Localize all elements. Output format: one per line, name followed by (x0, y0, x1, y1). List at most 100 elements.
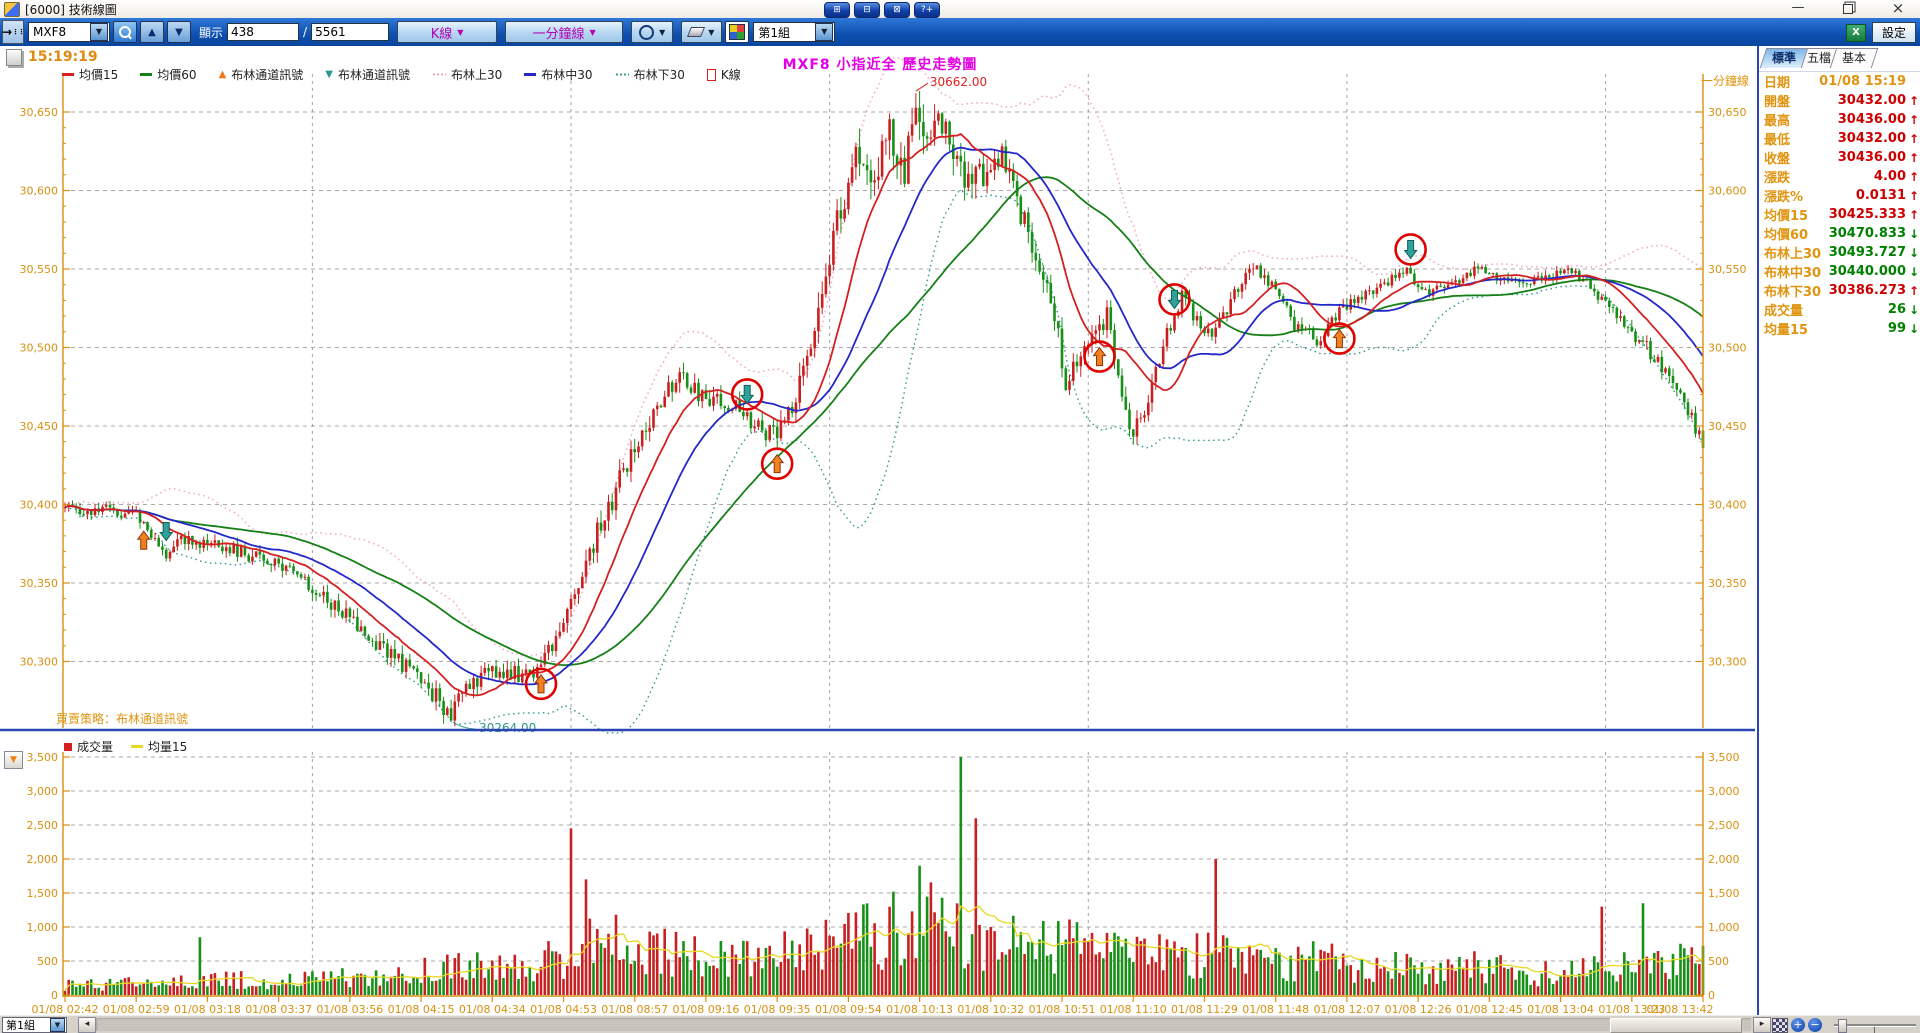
tab-active[interactable]: 標準 (1759, 48, 1809, 68)
search-button[interactable] (113, 21, 137, 43)
status-bar: 第1組 ▼ ◂ ▸ + − (0, 1015, 1920, 1033)
line-marker-icon (131, 745, 144, 748)
arrow-up-marker-icon: ▲ (218, 68, 227, 80)
quote-row: 布林中30 30440.000 ↓ (1759, 262, 1920, 281)
settings-button[interactable]: 設定 (1871, 22, 1916, 43)
quote-rows: 日期 01/08 15:19 開盤 30432.00 ↑ 最高 30436.00 ↑ 最低 304… (1759, 71, 1920, 338)
pattern-toggle-button[interactable] (1772, 1018, 1788, 1033)
arrow-down-marker-icon: ▼ (325, 68, 333, 80)
chevron-down-icon[interactable]: ▼ (815, 23, 834, 41)
legend-label: K線 (720, 68, 741, 82)
svg-text:30,600: 30,600 (20, 185, 59, 198)
layout-cascade-button[interactable]: ⊟ (854, 2, 880, 18)
period-button[interactable]: 一分鐘線 ▼ (505, 21, 624, 43)
dotted-line-marker-icon (432, 73, 446, 76)
svg-text:30,300: 30,300 (1708, 656, 1747, 669)
svg-text:500: 500 (37, 955, 58, 968)
quote-value: 30440.000 (1828, 264, 1906, 279)
scroll-right-button[interactable]: ▸ (1753, 1017, 1771, 1033)
svg-text:01/08 11:29: 01/08 11:29 (1171, 1003, 1238, 1015)
down-arrow-icon: ↓ (1908, 245, 1919, 260)
tab-inactive[interactable]: 基本 (1829, 48, 1879, 68)
strategy-note: 買賣策略：布林通道訊號 (56, 712, 189, 726)
close-button[interactable]: × (1891, 0, 1905, 17)
legend-label: 均量15 (148, 740, 188, 754)
svg-text:01/08 10:51: 01/08 10:51 (1029, 1003, 1096, 1015)
volume-collapse-button[interactable]: ▼ (4, 751, 23, 769)
legend-label: 布林中30 (541, 68, 593, 82)
shape-tool-button[interactable]: ▼ (631, 21, 674, 43)
minimize-button[interactable]: — (1791, 0, 1805, 15)
restore-button[interactable] (1834, 0, 1862, 17)
svg-text:01/08 13:04: 01/08 13:04 (1527, 1003, 1594, 1015)
legend-item: ▲ 布林通道訊號 (219, 66, 304, 83)
svg-text:1,000: 1,000 (27, 921, 59, 934)
scroll-left-button[interactable]: ◂ (78, 1017, 96, 1033)
up-arrow-icon: ↑ (1908, 150, 1919, 165)
svg-text:01/08 11:10: 01/08 11:10 (1100, 1003, 1167, 1015)
svg-text:30,300: 30,300 (20, 656, 59, 669)
legend-label: 均價60 (157, 68, 197, 82)
chart-type-button[interactable]: K線 ▼ (397, 21, 498, 43)
svg-text:30,650: 30,650 (1708, 106, 1747, 119)
legend-label: 布林通道訊號 (337, 68, 410, 82)
line-marker-icon (524, 73, 537, 76)
quote-label: 最高 (1764, 114, 1791, 129)
layout-split-button[interactable]: ⊠ (884, 2, 910, 18)
svg-text:30,400: 30,400 (1708, 499, 1747, 512)
scroll-down-button[interactable]: ▼ (167, 21, 191, 43)
layout-tile-button[interactable]: ⊞ (824, 2, 850, 18)
quote-label: 布林中30 (1764, 266, 1822, 281)
svg-text:01/08 11:48: 01/08 11:48 (1242, 1003, 1309, 1015)
legend-label: 成交量 (77, 740, 114, 754)
quote-label: 布林上30 (1764, 247, 1822, 262)
toolbar-drag-handle[interactable]: → ⋮⋮ (2, 20, 25, 44)
quote-row: 日期 01/08 15:19 (1759, 72, 1920, 91)
quote-value: 01/08 15:19 (1819, 74, 1906, 89)
quote-row: 布林上30 30493.727 ↓ (1759, 243, 1920, 262)
shown-count-input[interactable] (227, 23, 300, 41)
quote-value: 30432.00 (1837, 131, 1906, 146)
svg-text:30,350: 30,350 (1708, 577, 1747, 590)
symbol-combobox[interactable]: MXF8 ▼ (28, 22, 110, 42)
svg-text:3,000: 3,000 (27, 785, 59, 798)
zoom-in-button[interactable]: + (1791, 1018, 1805, 1032)
zoom-out-button[interactable]: − (1808, 1018, 1822, 1032)
scrollbar-track[interactable] (96, 1018, 1751, 1033)
quote-value: 30386.273 (1828, 283, 1906, 298)
total-count-input[interactable] (311, 23, 390, 41)
square-marker-icon (64, 742, 72, 751)
chevron-down-icon[interactable]: ▼ (50, 1018, 65, 1032)
zoom-slider[interactable] (1834, 1019, 1916, 1033)
quote-value: 99 (1887, 321, 1906, 336)
group-combobox[interactable]: 第1組 ▼ (753, 22, 836, 42)
color-grid-button[interactable] (725, 21, 750, 43)
up-arrow-icon: ↑ (1908, 169, 1919, 184)
quote-panel: 標準 五檔 基本 日期 01/08 15:19 開盤 30432.00 ↑ 最高 30436.0… (1757, 46, 1920, 1015)
legend-label: 布林通道訊號 (231, 68, 304, 82)
eraser-tool-button[interactable]: ▼ (681, 21, 723, 43)
svg-text:30,500: 30,500 (1708, 342, 1747, 355)
up-arrow-icon: ↑ (1908, 93, 1919, 108)
dotted-line-marker-icon (614, 73, 629, 76)
svg-text:01/08 12:26: 01/08 12:26 (1385, 1003, 1452, 1015)
quote-row: 均量15 99 ↓ (1759, 319, 1920, 338)
help-button[interactable]: ?+ (914, 2, 940, 18)
scrollbar-thumb[interactable] (1610, 1018, 1742, 1033)
chart-timestamp: 15:19:19 (28, 49, 98, 65)
zoom-slider-thumb[interactable] (1838, 1019, 1847, 1033)
svg-text:30,600: 30,600 (1708, 185, 1747, 198)
chevron-down-icon[interactable]: ▼ (90, 23, 108, 41)
chevron-down-icon: ▼ (708, 27, 715, 37)
group-value: 第1組 (758, 25, 791, 40)
quote-label: 漲跌% (1764, 190, 1804, 205)
chart-svg[interactable]: 30662.00 30264.00 30,650 30,650 30,600 30,600… (0, 46, 1755, 1015)
excel-export-button[interactable]: X (1845, 23, 1866, 42)
svg-text:3,500: 3,500 (27, 751, 59, 764)
quote-row: 成交量 26 ↓ (1759, 300, 1920, 319)
quote-row: 漲跌 4.00 ↑ (1759, 167, 1920, 186)
group-combobox-bottom[interactable]: 第1組 ▼ (2, 1017, 67, 1033)
scroll-up-button[interactable]: ▲ (140, 21, 164, 43)
layout-buttons: ⊞ ⊟ ⊠ ?+ (824, 2, 940, 18)
svg-text:01/08 02:42: 01/08 02:42 (32, 1003, 99, 1015)
